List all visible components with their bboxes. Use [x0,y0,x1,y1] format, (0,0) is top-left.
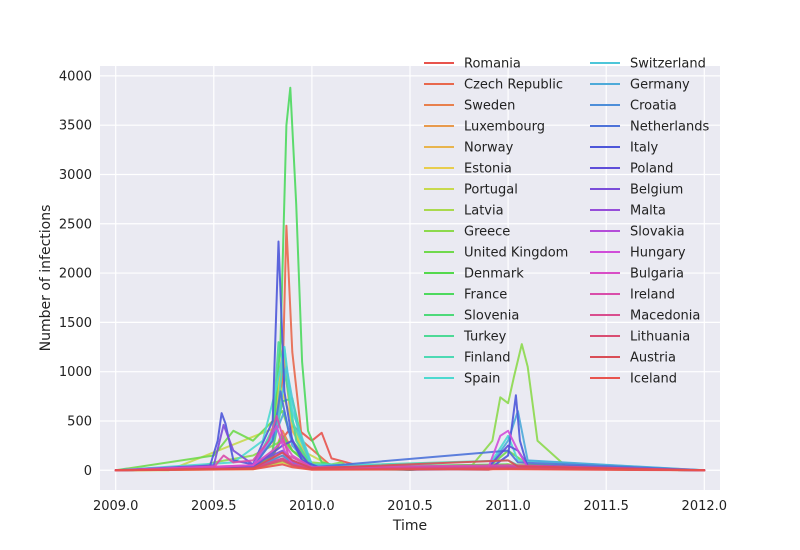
legend-label-ireland: Ireland [630,288,675,303]
x-axis-ticks: 2009.0 2009.5 2010.0 2010.5 2011.0 2011.5 2012… [93,499,727,514]
x-tick-label: 2011.5 [583,499,629,514]
series-line-austria [114,451,706,472]
y-tick-label: 500 [67,414,92,429]
legend-label-netherlands: Netherlands [630,120,709,135]
legend-label-turkey: Turkey [463,330,507,345]
legend-label-bulgaria: Bulgaria [630,267,684,282]
y-tick-label: 1500 [59,316,92,331]
legend-label-romania: Romania [464,57,521,72]
series-line-spain [114,346,706,472]
legend-label-lithuania: Lithuania [630,330,690,345]
x-tick-label: 2009.0 [93,499,139,514]
legend-label-denmark: Denmark [464,267,524,282]
legend-label-switzerland: Switzerland [630,57,706,72]
legend-label-finland: Finland [464,351,510,366]
y-tick-label: 1000 [59,365,92,380]
x-tick-label: 2010.5 [387,499,433,514]
legend-label-iceland: Iceland [630,372,677,387]
y-tick-label: 3000 [59,168,92,183]
legend-label-austria: Austria [630,351,676,366]
x-tick-label: 2012.0 [682,499,728,514]
legend-label-hungary: Hungary [630,246,686,261]
x-tick-label: 2010.0 [289,499,335,514]
y-axis-label: Number of infections [38,205,54,352]
y-tick-label: 3500 [59,119,92,134]
x-axis-label: Time [392,518,427,534]
legend-label-portugal: Portugal [464,183,518,198]
legend-label-croatia: Croatia [630,99,677,114]
legend-label-macedonia: Macedonia [630,309,700,324]
legend-label-estonia: Estonia [464,162,512,177]
series-lines [114,86,706,472]
legend-label-italy: Italy [630,141,659,156]
legend-label-greece: Greece [464,225,510,240]
y-tick-label: 4000 [59,69,92,84]
legend-label-slovenia: Slovenia [464,309,519,324]
legend-label-luxembourg: Luxembourg [464,120,545,135]
x-tick-label: 2009.5 [191,499,237,514]
legend-label-poland: Poland [630,162,673,177]
series-line-iceland [114,463,706,472]
legend-label-norway: Norway [464,141,514,156]
legend: Romania Czech Republic Sweden Luxembourg Nor… [424,57,709,387]
legend-label-czech-republic: Czech Republic [464,78,563,93]
legend-label-france: France [464,288,507,303]
legend-label-slovakia: Slovakia [630,225,685,240]
y-tick-label: 2000 [59,267,92,282]
legend-label-united-kingdom: United Kingdom [464,246,568,261]
y-tick-label: 0 [84,464,92,479]
legend-label-latvia: Latvia [464,204,504,219]
legend-label-sweden: Sweden [464,99,515,114]
legend-label-malta: Malta [630,204,666,219]
x-tick-label: 2011.0 [485,499,531,514]
y-tick-label: 2500 [59,217,92,232]
legend-label-belgium: Belgium [630,183,683,198]
series-line-italy [114,240,706,472]
legend-label-spain: Spain [464,372,500,387]
legend-label-germany: Germany [630,78,690,93]
y-axis-ticks: 0 500 1000 1500 2000 2500 3000 3500 4000 [59,69,92,478]
